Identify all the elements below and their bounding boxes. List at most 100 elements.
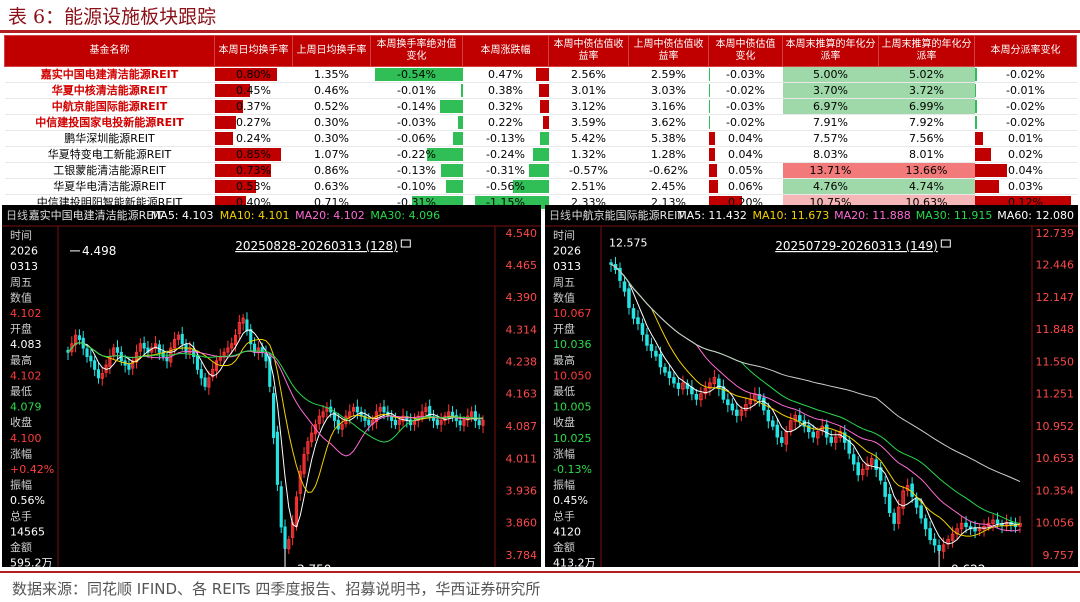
info-8: 最高 [553,353,575,367]
candle [173,338,177,349]
header-ma20: MA20: 4.102 [295,209,365,222]
fund-name: 华夏中核清洁能源REIT [4,82,215,99]
candle [672,377,676,384]
table-cell: -0.13% [462,130,549,147]
data-bar [533,148,549,161]
data-bar [708,180,719,193]
candle [397,419,401,425]
y-tick-label: 4.163 [506,388,538,401]
info-17: 0.56% [10,494,45,507]
cell-value: 7.57% [813,132,848,145]
candle [462,419,466,426]
table-cell: 0.04% [974,162,1077,179]
cell-value: 1.28% [651,148,686,161]
info-15: -0.13% [553,463,592,476]
candle [393,419,398,426]
cell-value: -0.14% [397,100,436,113]
candle [739,409,744,416]
table-cell: 0.02% [974,146,1077,163]
table-header-row: 基金名称 本周日均换手率 上周日均换手率 本周换手率绝对值变化 本周涨跌幅 本周中债估值收… [4,35,1077,67]
y-tick-label: 4.465 [506,259,538,272]
table-cell: -0.54% [370,66,463,83]
cell-value: 0.01% [1008,132,1043,145]
y-tick-label: 3.860 [506,517,538,530]
cell-value: 0.80% [236,68,271,81]
cell-value: 0.37% [236,100,271,113]
high-label: 12.575 [609,237,648,250]
low-label: 9.622 [951,563,985,567]
info-2: 0313 [10,260,38,273]
kline-panel-right[interactable]: 日线 中航京能国际能源REIT MA5: 11.432 MA10: 11.673 MA2… [545,205,1078,577]
cell-value: -0.31% [486,164,525,177]
cell-value: 0.05% [728,164,763,177]
candle [775,424,780,438]
table-cell: 4.74% [878,178,975,195]
y-tick-label: 11.251 [1036,388,1075,401]
kline-panel-left[interactable]: 日线 嘉实中国电建清洁能源REIT MA5: 4.103 MA10: 4.101 MA2… [2,205,541,576]
ma5-line [610,263,1020,545]
candle [622,281,627,292]
candle [977,528,982,532]
info-2: 0313 [553,260,581,273]
info-5: 4.102 [10,307,42,320]
candle [214,360,219,372]
table-cell: -0.62% [628,162,709,179]
header-period: 日线 [549,208,571,222]
tracking-table: 基金名称 本周日均换手率 上周日均换手率 本周换手率绝对值变化 本周涨跌幅 本周中债估值收… [4,35,1077,211]
cell-value: 10.63% [905,196,948,209]
candle [829,436,833,443]
cell-value: -0.03% [397,116,436,129]
title-rule [0,30,1080,33]
cell-value: 3.72% [909,84,944,97]
data-bar [708,164,717,177]
y-tick-label: 12.739 [1036,227,1075,240]
info-14: 涨幅 [553,447,575,460]
candle [264,352,268,362]
table-cell: 7.92% [878,114,975,131]
table-cell: 0.80% [214,66,293,83]
cell-value: 0.38% [488,84,523,97]
cell-value: 5.00% [813,68,848,81]
table-cell: -0.56% [462,178,549,195]
info-7: 10.036 [553,338,592,351]
table-cell: 3.01% [548,82,629,99]
table-cell: 0.45% [214,82,293,99]
cell-value: 0.30% [314,116,349,129]
header-ma10: MA10: 4.101 [220,209,290,222]
candle [932,538,937,546]
header-ma10: MA10: 11.673 [753,209,830,222]
info-1: 2026 [553,245,581,258]
fund-name: 华夏特变电工新能源REIT [4,146,215,163]
column-header: 本周中债估值收益率 [548,35,629,67]
table-cell: 0.86% [292,162,371,179]
candle [676,382,681,389]
candle [627,288,631,308]
data-bar [214,116,236,129]
candle [703,387,708,395]
info-1: 2026 [10,245,38,258]
cell-value: -0.02% [726,116,765,129]
candle [142,342,146,349]
cell-value: -1.15% [486,196,525,209]
candle [367,419,371,426]
table-cell: 2.56% [548,66,629,83]
table-cell: 0.63% [292,178,371,195]
candle [70,343,74,353]
data-bar [457,116,463,129]
candle [640,323,645,335]
candle [824,424,829,438]
y-tick-label: 4.390 [506,291,538,304]
candle [815,431,820,439]
y-tick-label: 3.936 [506,484,538,497]
info-7: 4.083 [10,338,42,351]
candle [93,360,97,370]
data-bar [542,116,549,129]
table-cell: -0.02% [974,66,1077,83]
candle [699,393,703,401]
table-cell: 3.03% [628,82,709,99]
table-cell: 0.05% [708,162,783,179]
info-3: 周五 [10,276,32,289]
candle [340,424,344,430]
